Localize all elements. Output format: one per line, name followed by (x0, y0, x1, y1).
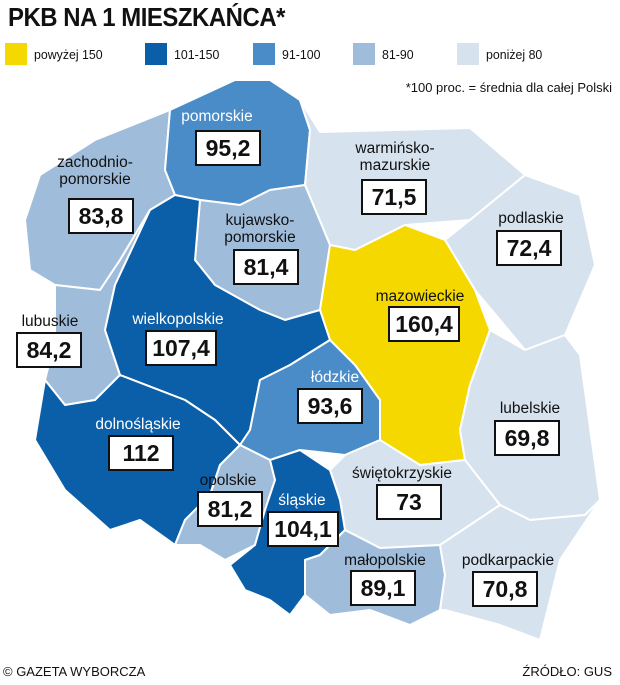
legend-label: 81-90 (382, 46, 414, 62)
region-label-podkarpackie: podkarpackie (461, 552, 555, 569)
value-box-warminsko-mazurskie: 71,5 (361, 179, 427, 215)
legend-label: powyżej 150 (34, 46, 103, 62)
legend-item-81-90: 81-90 (353, 43, 415, 65)
region-label-podlaskie: podlaskie (498, 210, 564, 227)
legend-item-101-150: 101-150 (145, 43, 222, 65)
legend-label: 91-100 (282, 46, 321, 62)
region-label-kujawsko-pomorskie: kujawsko- pomorskie (224, 212, 296, 247)
page-title: PKB NA 1 MIESZKAŃCA* (8, 2, 285, 32)
value-box-opolskie: 81,2 (197, 491, 263, 527)
value-box-swietokrzyskie: 73 (376, 484, 442, 520)
region-label-opolskie: opolskie (199, 472, 257, 489)
region-label-slaskie: śląskie (278, 492, 326, 509)
legend-label: poniżej 80 (486, 46, 543, 62)
value-box-dolnoslaskie: 112 (108, 435, 174, 471)
legend-swatch (253, 43, 275, 65)
value-box-lodzkie: 93,6 (297, 388, 363, 424)
value-box-pomorskie: 95,2 (195, 130, 261, 166)
legend-swatch (145, 43, 167, 65)
region-label-lubelskie: lubelskie (499, 400, 561, 417)
footnote: *100 proc. = średnia dla całej Polski (405, 80, 612, 95)
legend-swatch (5, 43, 27, 65)
region-label-mazowieckie: mazowieckie (375, 288, 465, 305)
legend: powyżej 150 101-150 91-100 81-90 poniżej… (5, 43, 617, 65)
legend-label: 101-150 (174, 46, 220, 62)
value-box-lubuskie: 84,2 (16, 332, 82, 368)
value-box-slaskie: 104,1 (267, 511, 339, 547)
region-label-swietokrzyskie: świętokrzyskie (352, 465, 452, 482)
value-box-kujawsko-pomorskie: 81,4 (233, 249, 299, 285)
legend-swatch (457, 43, 479, 65)
source-credit: ŹRÓDŁO: GUS (522, 664, 612, 679)
region-label-malopolskie: małopolskie (344, 552, 426, 569)
region-label-dolnoslaskie: dolnośląskie (95, 416, 181, 433)
value-box-podkarpackie: 70,8 (472, 571, 538, 607)
value-box-mazowieckie: 160,4 (388, 306, 460, 342)
legend-item-above-150: powyżej 150 (5, 43, 106, 65)
legend-swatch (353, 43, 375, 65)
legend-item-below-80: poniżej 80 (457, 43, 545, 65)
value-box-lubelskie: 69,8 (494, 420, 560, 456)
region-label-wielkopolskie: wielkopolskie (132, 311, 224, 328)
value-box-podlaskie: 72,4 (496, 230, 562, 266)
region-label-pomorskie: pomorskie (181, 108, 253, 125)
value-box-zachodniopomorskie: 83,8 (68, 198, 134, 234)
value-box-malopolskie: 89,1 (350, 570, 416, 606)
value-box-wielkopolskie: 107,4 (145, 330, 217, 366)
publisher-credit: © GAZETA WYBORCZA (3, 664, 146, 679)
region-label-zachodniopomorskie: zachodnio- pomorskie (57, 154, 133, 189)
region-label-lodzkie: łódzkie (310, 369, 360, 386)
region-label-warminsko-mazurskie: warmińsko- mazurskie (355, 140, 435, 175)
region-label-lubuskie: lubuskie (21, 313, 79, 330)
legend-item-91-100: 91-100 (253, 43, 322, 65)
